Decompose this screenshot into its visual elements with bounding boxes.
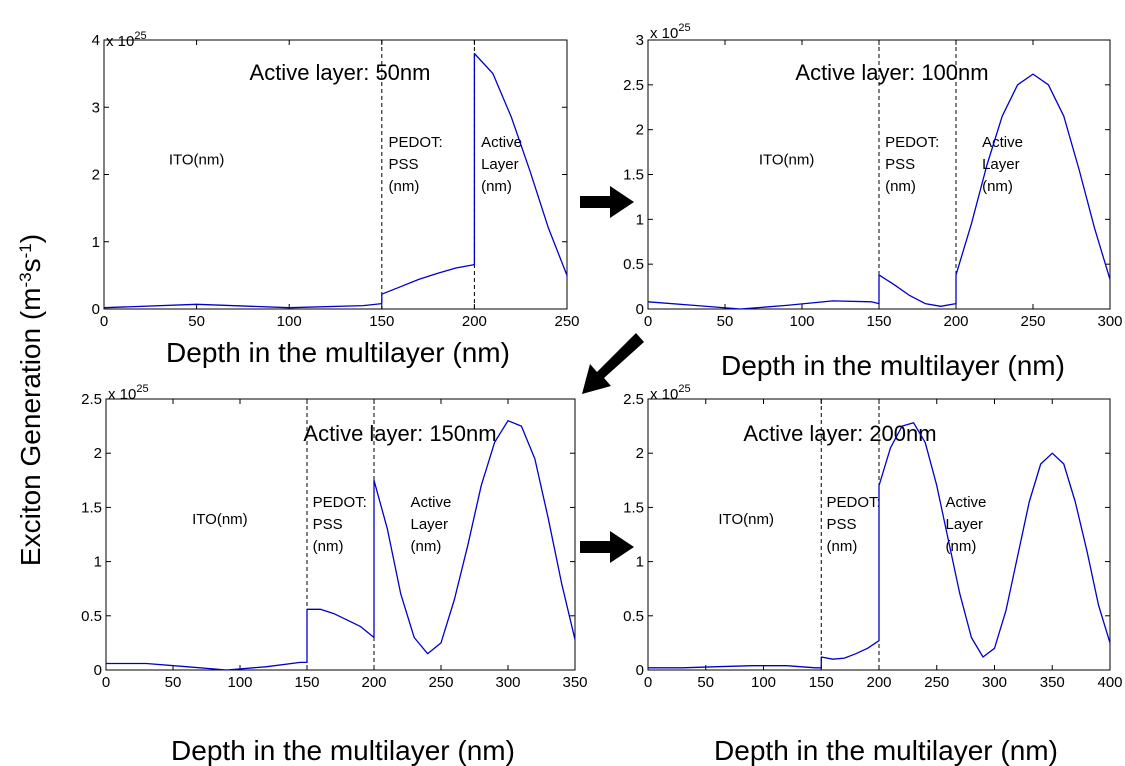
x-tick-label: 0 [644,313,652,330]
x-tick-label: 0 [100,313,108,330]
x-tick-label: 150 [369,313,394,330]
region-label: Active Layer (nm) [481,134,522,195]
region-label: ITO(nm) [718,511,774,528]
region-label: Active Layer (nm) [411,494,452,555]
series-line [647,73,1111,310]
y-axis-exponent: x 1025 [650,22,691,42]
x-axis-label: Depth in the multilayer (nm) [171,735,515,766]
x-tick-label: 400 [1097,674,1122,691]
y-axis-exponent: x 1025 [106,30,147,50]
y-tick-label: 0 [92,301,100,318]
y-tick-label: 2.5 [623,77,644,94]
arrow-right-icon [580,186,634,218]
x-tick-label: 150 [866,313,891,330]
x-tick-label: 150 [809,674,834,691]
x-tick-label: 200 [462,313,487,330]
x-tick-label: 100 [789,313,814,330]
x-tick-label: 250 [554,313,579,330]
y-tick-label: 1 [92,234,100,251]
x-tick-label: 200 [866,674,891,691]
chart-title: Active layer: 50nm [250,60,431,85]
y-tick-label: 1 [636,554,644,571]
chart-panel-200nm: 0 50 100 150 200 250 300 350 400 0 0.5 1 1.5 2 2.5 x 10… [623,383,1122,766]
y-tick-label: 4 [92,32,100,49]
y-tick-label: 0.5 [623,608,644,625]
x-tick-label: 350 [1040,674,1065,691]
y-tick-label: 0 [636,301,644,318]
x-tick-label: 100 [227,674,252,691]
region-label: ITO(nm) [192,511,248,528]
x-axis-label: Depth in the multilayer (nm) [714,735,1058,766]
y-tick-label: 1.5 [623,167,644,184]
y-axis-exponent: x 1025 [108,383,149,403]
x-tick-label: 0 [644,674,652,691]
arrow-down-left-icon [582,333,644,394]
y-tick-label: 3 [636,32,644,49]
x-tick-label: 350 [562,674,587,691]
y-tick-label: 2 [92,167,100,184]
series-line [648,422,1111,669]
x-tick-label: 100 [277,313,302,330]
x-tick-label: 200 [943,313,968,330]
chart-panel-100nm: 0 50 100 150 200 250 300 0 0.5 1 1.5 2 2.5 3 x 1025 ITO… [623,22,1122,381]
chart-title: Active layer: 100nm [795,60,988,85]
y-tick-label: 1 [94,554,102,571]
region-label: PEDOT: PSS (nm) [389,134,443,195]
y-tick-label: 1 [636,211,644,228]
arrow-right-icon [580,531,634,563]
shared-y-axis-label: Exciton Generation (m-3s-1) [15,234,46,566]
x-tick-label: 300 [982,674,1007,691]
region-label: PEDOT: PSS (nm) [885,134,939,195]
series-line [106,420,576,671]
x-axis-label: Depth in the multilayer (nm) [166,337,510,368]
x-tick-label: 300 [495,674,520,691]
y-tick-label: 0.5 [623,256,644,273]
y-tick-label: 3 [92,99,100,116]
y-tick-label: 1.5 [623,499,644,516]
y-tick-label: 2.5 [81,391,102,408]
y-tick-label: 0 [636,662,644,679]
region-label: ITO(nm) [759,151,815,168]
chart-panel-50nm: 0 50 100 150 200 250 0 1 2 3 4 x 1025 ITO(nm) PEDOT: P… [92,30,580,368]
chart-panel-150nm: 0 50 100 150 200 250 300 350 0 0.5 1 1.5 2 2.5 x 1025 I… [81,383,587,766]
region-label: PEDOT: PSS (nm) [827,494,881,555]
y-tick-label: 2 [636,445,644,462]
region-label: PEDOT: PSS (nm) [313,494,367,555]
y-tick-label: 2 [94,445,102,462]
plot-area [105,398,576,671]
y-tick-label: 0 [94,662,102,679]
x-tick-label: 50 [188,313,205,330]
x-tick-label: 150 [294,674,319,691]
region-label: Active Layer (nm) [946,494,987,555]
y-tick-label: 1.5 [81,499,102,516]
series-line [103,52,568,309]
x-tick-label: 50 [717,313,734,330]
y-tick-label: 2 [636,122,644,139]
x-tick-label: 300 [1097,313,1122,330]
x-tick-label: 250 [924,674,949,691]
x-axis-label: Depth in the multilayer (nm) [721,350,1065,381]
y-tick-label: 2.5 [623,391,644,408]
region-label: ITO(nm) [169,151,225,168]
chart-title: Active layer: 150nm [303,421,496,446]
x-tick-label: 200 [361,674,386,691]
y-axis-exponent: x 1025 [650,383,691,403]
x-tick-label: 250 [428,674,453,691]
x-tick-label: 50 [697,674,714,691]
x-tick-label: 100 [751,674,776,691]
x-tick-label: 50 [165,674,182,691]
region-label: Active Layer (nm) [982,134,1023,195]
x-tick-label: 0 [102,674,110,691]
x-tick-label: 250 [1020,313,1045,330]
y-tick-label: 0.5 [81,608,102,625]
